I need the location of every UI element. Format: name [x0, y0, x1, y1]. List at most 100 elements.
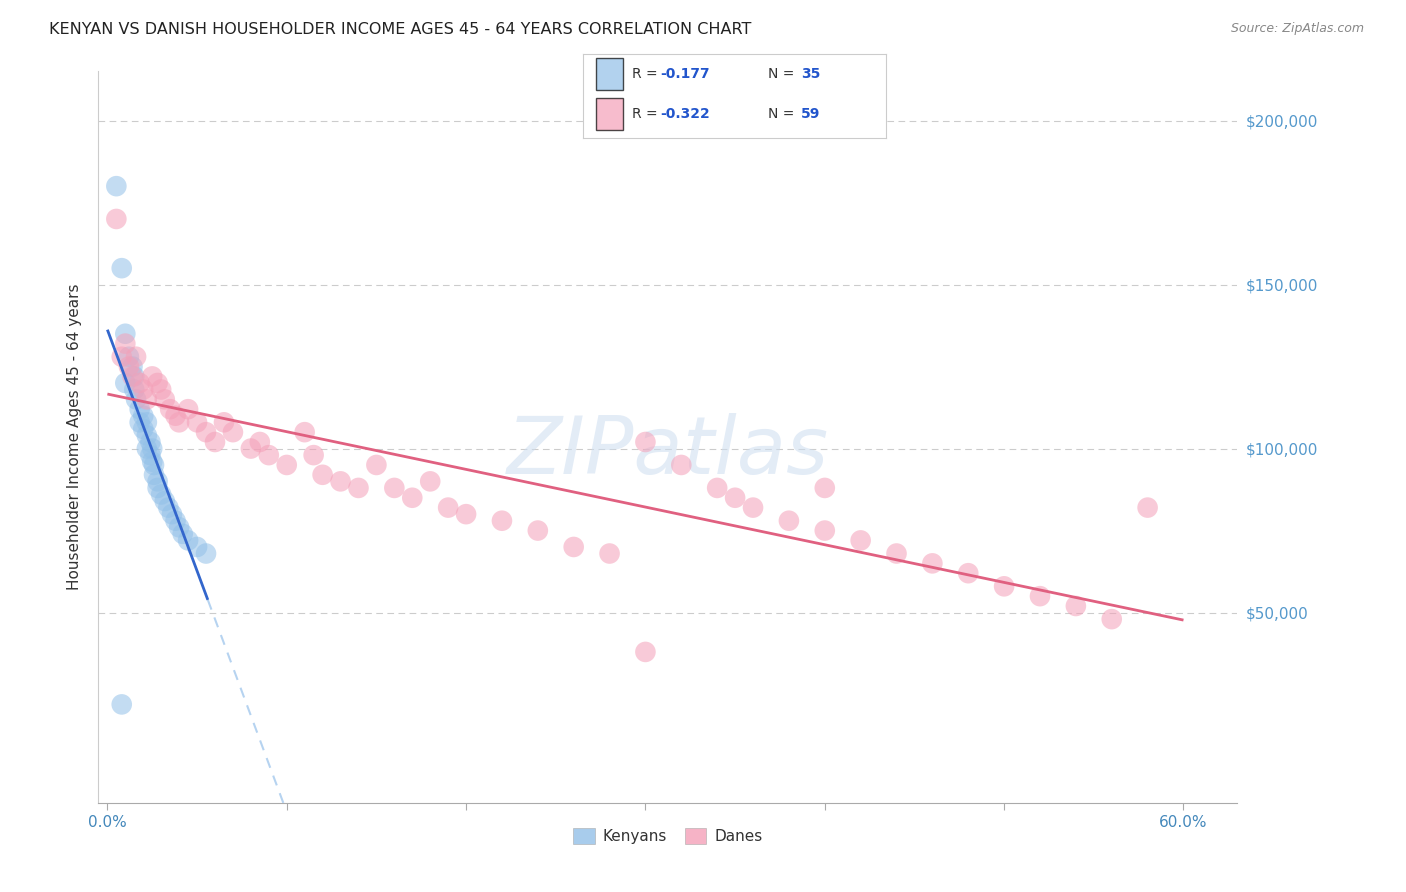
Legend: Kenyans, Danes: Kenyans, Danes [567, 822, 769, 850]
Point [886, 547, 908, 561]
Point [276, 458, 298, 472]
Point [125, 350, 148, 364]
Point [814, 481, 837, 495]
Point [128, 415, 150, 429]
Point [671, 458, 693, 472]
Point [160, 507, 183, 521]
Point [382, 481, 405, 495]
Text: -0.177: -0.177 [661, 67, 710, 81]
Point [141, 369, 163, 384]
FancyBboxPatch shape [596, 58, 623, 90]
Point [1064, 599, 1087, 613]
Point [124, 383, 146, 397]
Point [150, 383, 173, 397]
Point [212, 415, 235, 429]
Point [105, 211, 128, 226]
Text: N =: N = [768, 107, 799, 120]
Point [172, 526, 194, 541]
Text: ZIPatlas: ZIPatlas [506, 413, 830, 491]
Point [128, 402, 150, 417]
Point [146, 475, 169, 489]
Point [118, 350, 141, 364]
Point [437, 500, 460, 515]
Text: R =: R = [631, 107, 662, 120]
Text: Source: ZipAtlas.com: Source: ZipAtlas.com [1230, 22, 1364, 36]
Point [143, 458, 166, 472]
Point [114, 326, 136, 341]
Point [135, 428, 157, 442]
Point [165, 409, 187, 423]
Text: 59: 59 [801, 107, 821, 120]
Point [177, 533, 200, 548]
Point [1101, 612, 1123, 626]
Text: KENYAN VS DANISH HOUSEHOLDER INCOME AGES 45 - 64 YEARS CORRELATION CHART: KENYAN VS DANISH HOUSEHOLDER INCOME AGES… [49, 22, 752, 37]
Point [141, 455, 163, 469]
Point [139, 448, 162, 462]
Point [139, 435, 162, 450]
Point [204, 435, 226, 450]
Point [599, 547, 621, 561]
Point [814, 524, 837, 538]
Point [849, 533, 872, 548]
Point [921, 557, 943, 571]
Point [111, 261, 134, 276]
Point [121, 359, 143, 374]
Point [302, 448, 325, 462]
Point [195, 547, 218, 561]
Point [186, 415, 208, 429]
Point [562, 540, 585, 554]
Point [146, 481, 169, 495]
Point [347, 481, 370, 495]
Point [222, 425, 245, 439]
Point [1136, 500, 1159, 515]
Point [724, 491, 747, 505]
Point [132, 422, 155, 436]
Point [159, 402, 181, 417]
Point [111, 350, 134, 364]
Point [157, 500, 180, 515]
Point [1029, 589, 1052, 603]
Point [121, 369, 143, 384]
Point [153, 494, 176, 508]
Text: N =: N = [768, 67, 799, 81]
Point [239, 442, 262, 456]
Point [150, 487, 173, 501]
Point [177, 402, 200, 417]
Point [454, 507, 477, 521]
Text: R =: R = [631, 67, 662, 81]
Point [135, 415, 157, 429]
Point [634, 645, 657, 659]
Point [132, 383, 155, 397]
Point [294, 425, 316, 439]
Point [706, 481, 728, 495]
Point [186, 540, 208, 554]
Point [118, 359, 141, 374]
Point [419, 475, 441, 489]
Point [366, 458, 388, 472]
Point [195, 425, 218, 439]
Point [125, 392, 148, 407]
Point [491, 514, 513, 528]
Point [143, 467, 166, 482]
Text: -0.322: -0.322 [661, 107, 710, 120]
Point [329, 475, 352, 489]
Text: 35: 35 [801, 67, 821, 81]
Point [742, 500, 765, 515]
Point [311, 467, 333, 482]
Point [249, 435, 271, 450]
Point [124, 369, 146, 384]
Point [153, 392, 176, 407]
Point [141, 442, 163, 456]
Point [527, 524, 550, 538]
Point [401, 491, 423, 505]
Y-axis label: Householder Income Ages 45 - 64 years: Householder Income Ages 45 - 64 years [67, 284, 83, 591]
Point [146, 376, 169, 390]
Point [114, 376, 136, 390]
Point [128, 376, 150, 390]
Point [634, 435, 657, 450]
Point [257, 448, 280, 462]
FancyBboxPatch shape [596, 97, 623, 130]
Point [167, 415, 190, 429]
Point [778, 514, 800, 528]
Point [132, 409, 155, 423]
